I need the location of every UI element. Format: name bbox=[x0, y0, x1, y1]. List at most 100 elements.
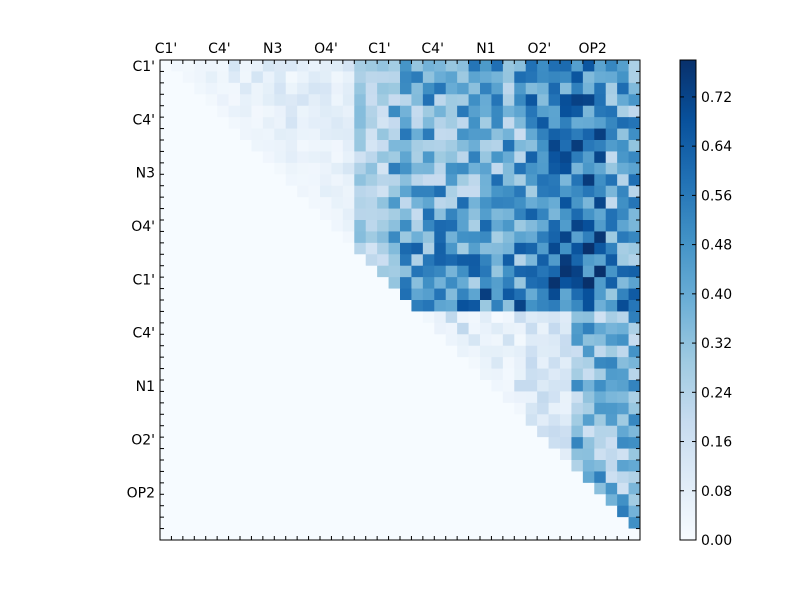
heatmap-cell bbox=[514, 60, 527, 72]
heatmap-cell bbox=[388, 185, 401, 198]
heatmap-cell bbox=[525, 311, 538, 324]
heatmap-cell bbox=[422, 105, 435, 118]
heatmap-cell bbox=[205, 128, 218, 141]
heatmap-cell bbox=[480, 437, 492, 449]
heatmap-cell bbox=[434, 517, 447, 529]
heatmap-cell bbox=[205, 105, 218, 118]
heatmap-cell bbox=[457, 505, 469, 518]
heatmap-cell bbox=[217, 265, 229, 278]
heatmap-cell bbox=[308, 494, 321, 507]
heatmap-cell bbox=[251, 162, 264, 175]
heatmap-cell bbox=[571, 505, 584, 518]
column-label: C4' bbox=[421, 41, 444, 57]
column-label: O4' bbox=[314, 41, 338, 57]
heatmap-cell bbox=[377, 277, 389, 289]
heatmap-cell bbox=[365, 471, 378, 484]
heatmap-cell bbox=[228, 380, 241, 392]
heatmap-cell bbox=[422, 242, 435, 255]
heatmap-cell bbox=[285, 265, 298, 278]
heatmap-cell bbox=[365, 265, 378, 278]
heatmap-cell bbox=[320, 494, 332, 507]
heatmap-cell bbox=[502, 71, 515, 84]
heatmap-cell bbox=[468, 300, 481, 312]
heatmap-cell bbox=[617, 117, 629, 129]
heatmap-cell bbox=[560, 128, 572, 141]
heatmap-cell bbox=[308, 254, 321, 267]
heatmap-cell bbox=[171, 414, 184, 427]
heatmap-cell bbox=[228, 128, 241, 141]
heatmap-cell bbox=[480, 151, 492, 164]
heatmap-cell bbox=[514, 460, 527, 472]
heatmap-cell bbox=[422, 460, 435, 472]
heatmap-cell bbox=[262, 460, 275, 472]
heatmap-cell bbox=[240, 265, 252, 278]
heatmap-cell bbox=[537, 528, 549, 541]
heatmap-cell bbox=[251, 220, 264, 232]
heatmap-cell bbox=[422, 254, 435, 267]
heatmap-cell bbox=[571, 300, 584, 312]
heatmap-cell bbox=[320, 437, 332, 449]
heatmap-cell bbox=[502, 94, 515, 107]
heatmap-cell bbox=[342, 357, 355, 369]
heatmap-cell bbox=[445, 140, 458, 152]
heatmap-cell bbox=[617, 505, 629, 518]
heatmap-cell bbox=[468, 242, 481, 255]
heatmap-cell bbox=[411, 494, 424, 507]
heatmap-cell bbox=[354, 528, 367, 541]
heatmap-cell bbox=[400, 220, 412, 232]
heatmap-cell bbox=[468, 185, 481, 198]
heatmap-cell bbox=[274, 197, 287, 209]
heatmap-cell bbox=[571, 185, 584, 198]
heatmap-cell bbox=[480, 105, 492, 118]
heatmap-cell bbox=[457, 391, 469, 404]
heatmap-cell bbox=[160, 460, 172, 472]
heatmap-cell bbox=[468, 505, 481, 518]
heatmap-cell bbox=[582, 82, 595, 95]
heatmap-cell bbox=[217, 208, 229, 221]
heatmap-cell bbox=[320, 380, 332, 392]
heatmap-cell bbox=[217, 82, 229, 95]
heatmap-cell bbox=[514, 425, 527, 438]
heatmap-cell bbox=[628, 94, 641, 107]
heatmap-cell bbox=[468, 288, 481, 301]
heatmap-cell bbox=[354, 277, 367, 289]
heatmap-cell bbox=[217, 322, 229, 335]
heatmap-cell bbox=[594, 517, 607, 529]
heatmap-cell bbox=[582, 334, 595, 347]
heatmap-cell bbox=[605, 254, 618, 267]
heatmap-cell bbox=[388, 231, 401, 244]
heatmap-cell bbox=[194, 265, 207, 278]
heatmap-cell bbox=[205, 482, 218, 495]
heatmap-cell bbox=[548, 242, 561, 255]
heatmap-cell bbox=[514, 197, 527, 209]
heatmap-cell bbox=[514, 265, 527, 278]
colorbar-tick-label: 0.16 bbox=[701, 435, 732, 451]
heatmap-cell bbox=[171, 82, 184, 95]
heatmap-cell bbox=[560, 197, 572, 209]
heatmap-cell bbox=[502, 345, 515, 358]
heatmap-cell bbox=[331, 208, 344, 221]
heatmap-cell bbox=[194, 117, 207, 129]
heatmap-cell bbox=[262, 471, 275, 484]
heatmap-cell bbox=[434, 437, 447, 449]
heatmap-cell bbox=[582, 220, 595, 232]
heatmap-cell bbox=[274, 380, 287, 392]
heatmap-cell bbox=[388, 174, 401, 187]
heatmap-cell bbox=[160, 60, 172, 72]
heatmap-cell bbox=[582, 437, 595, 449]
heatmap-cell bbox=[525, 288, 538, 301]
heatmap-cell bbox=[525, 414, 538, 427]
heatmap-cell bbox=[605, 391, 618, 404]
heatmap-cell bbox=[571, 368, 584, 381]
heatmap-cell bbox=[502, 300, 515, 312]
heatmap-cell bbox=[628, 391, 641, 404]
heatmap-cell bbox=[514, 402, 527, 415]
heatmap-cell bbox=[297, 368, 309, 381]
heatmap-cell bbox=[594, 254, 607, 267]
heatmap-cell bbox=[400, 368, 412, 381]
heatmap-cell bbox=[537, 185, 549, 198]
heatmap-cell bbox=[617, 197, 629, 209]
heatmap-cell bbox=[331, 414, 344, 427]
heatmap-cell bbox=[377, 197, 389, 209]
heatmap-cell bbox=[388, 334, 401, 347]
